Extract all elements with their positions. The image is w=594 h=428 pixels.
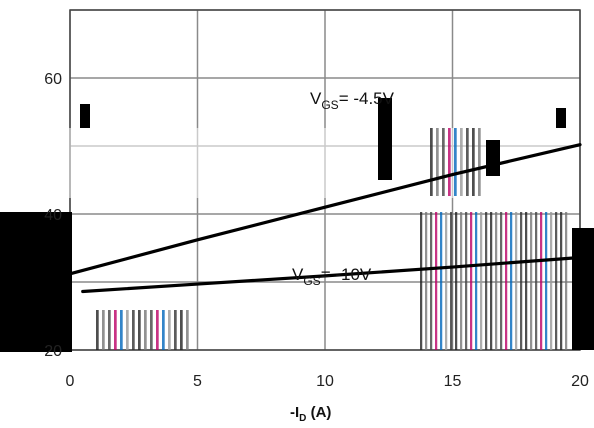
artifact-stripe-b-6 [132,310,135,350]
artifact-stripe-a-14 [490,212,493,350]
artifact-stripe-b-10 [156,310,159,350]
artifact-stripe-b-8 [144,310,147,350]
artifact-stripe-a-6 [450,212,453,350]
artifact-stripe-b-14 [180,310,183,350]
artifact-stripe-a-29 [565,212,568,350]
artifact-bar-3 [80,104,90,128]
artifact-stripe-a-17 [505,212,508,350]
artifact-stripe-c-8 [478,128,481,196]
artifact-band [6,128,571,198]
artifact-stripe-c-7 [472,128,475,196]
series-line-2 [81,255,582,294]
artifact-stripe-a-9 [465,212,468,350]
y-tick-label-0: 60 [44,71,62,88]
artifact-stripe-a-1 [425,212,428,350]
artifact-stripe-c-2 [442,128,445,196]
artifact-stripe-b-12 [168,310,171,350]
artifact-stripe-b-7 [138,310,141,350]
artifact-stripe-a-22 [530,212,533,350]
artifact-stripe-c-4 [454,128,457,196]
x-tick-label-0: 0 [66,373,75,390]
x-tick-label-2: 10 [316,373,334,390]
artifact-stripe-a-21 [525,212,528,350]
artifact-stripe-a-15 [495,212,498,350]
artifact-stripe-c-5 [460,128,463,196]
artifact-stripe-b-11 [162,310,165,350]
artifact-stripe-b-4 [120,310,123,350]
tick-labels: 0 5 10 15 20 60 40 20 [44,71,589,390]
artifact-stripe-a-11 [475,212,478,350]
artifact-stripe-b-0 [96,310,99,350]
artifact-stripe-a-3 [435,212,438,350]
artifact-stripe-a-10 [470,212,473,350]
artifact-stripe-a-7 [455,212,458,350]
artifact-stripe-a-5 [445,212,448,350]
artifact-stripe-a-23 [535,212,538,350]
artifact-stripe-b-15 [186,310,189,350]
artifact-stripe-b-3 [114,310,117,350]
artifact-stripe-c-0 [430,128,433,196]
artifact-bar-2 [486,140,500,176]
artifact-stripe-b-2 [108,310,111,350]
artifact-stripe-a-27 [555,212,558,350]
artifact-bar-4 [556,108,566,128]
artifact-stripe-a-18 [510,212,513,350]
artifact-stripe-b-1 [102,310,105,350]
artifact-stripe-a-24 [540,212,543,350]
artifact-stripe-a-19 [515,212,518,350]
artifact-block-right [572,228,594,350]
series-2-label: VGS= -10V [292,265,372,288]
artifact-stripe-a-26 [550,212,553,350]
artifact-stripe-a-20 [520,212,523,350]
artifact-stripe-c-6 [466,128,469,196]
y-tick-label-2: 20 [44,343,62,360]
artifact-stripe-b-13 [174,310,177,350]
scan-artifacts [0,98,594,352]
x-tick-label-4: 20 [571,373,589,390]
artifact-stripe-b-9 [150,310,153,350]
artifact-stripe-a-16 [500,212,503,350]
x-tick-label-3: 15 [444,373,462,390]
artifact-stripe-b-5 [126,310,129,350]
x-axis-label: -ID (A) [290,404,331,424]
artifact-stripe-c-1 [436,128,439,196]
artifact-stripe-a-13 [485,212,488,350]
series-lines [17,143,582,294]
artifact-stripe-a-12 [480,212,483,350]
artifact-stripe-a-28 [560,212,563,350]
y-tick-label-1: 40 [44,207,62,224]
artifact-stripe-a-0 [420,212,423,350]
artifact-stripe-a-2 [430,212,433,350]
series-1-label: VGS= -4.5V [310,89,395,112]
series-line-1 [17,143,582,287]
artifact-stripe-a-4 [440,212,443,350]
artifact-stripe-c-3 [448,128,451,196]
artifact-bar-1 [378,98,392,180]
artifact-stripe-a-8 [460,212,463,350]
x-tick-label-1: 5 [193,373,202,390]
artifact-stripe-a-25 [545,212,548,350]
